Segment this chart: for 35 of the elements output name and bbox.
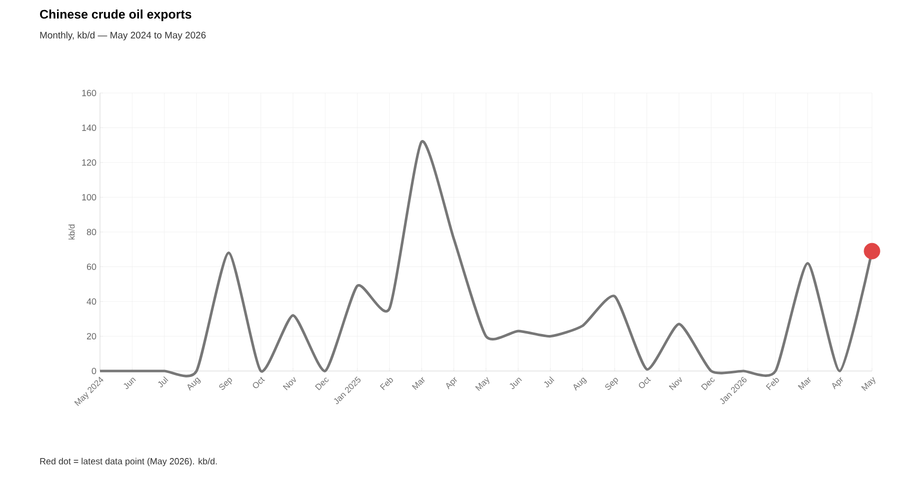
- y-tick-label: 60: [86, 264, 96, 270]
- x-tick-label: Jul: [544, 376, 554, 388]
- y-tick-label: 120: [82, 159, 96, 166]
- x-tick-label: Apr: [832, 377, 843, 390]
- x-tick-label: Oct: [638, 376, 651, 388]
- y-tick-label: 20: [86, 333, 96, 340]
- x-tick-label: Oct: [252, 376, 265, 388]
- x-tick-label: Aug: [574, 377, 587, 391]
- x-tick-label: Feb: [380, 378, 393, 390]
- y-tick-label: 100: [82, 194, 96, 200]
- x-tick-label: Mar: [798, 377, 811, 390]
- y-tick-label: 0: [92, 368, 96, 374]
- x-tick-label: Aug: [188, 377, 201, 391]
- chart-subtitle: Monthly, kb/d — May 2024 to May 2026: [40, 32, 206, 40]
- y-tick-label: 140: [82, 124, 96, 131]
- text: Red dot = latest data point (May 2026). kb/d.: [40, 458, 217, 466]
- x-tick-label: Sep: [605, 378, 618, 390]
- x-tick-label: Dec: [315, 378, 329, 390]
- x-tick-label: Nov: [282, 376, 296, 390]
- x-tick-label: Feb: [766, 378, 779, 390]
- y-tick-label: 40: [86, 298, 96, 305]
- x-tick-label: May: [475, 376, 490, 391]
- x-tick-label: Dec: [701, 378, 715, 390]
- x-tick-label: Jul: [158, 376, 168, 388]
- y-axis-title: kb/d: [68, 224, 75, 240]
- x-tick-label: Jun: [510, 378, 522, 390]
- x-tick-label: Mar: [412, 377, 425, 390]
- x-tick-label: Jun: [124, 378, 136, 390]
- chart-title: Chinese crude oil exports: [40, 10, 192, 22]
- y-tick-label: 80: [86, 228, 96, 236]
- x-tick-label: Apr: [446, 377, 457, 390]
- x-tick-label: Nov: [668, 376, 682, 390]
- x-tick-label: May: [861, 376, 876, 391]
- x-tick-label: Sep: [219, 378, 232, 390]
- y-tick-label: 160: [82, 90, 96, 96]
